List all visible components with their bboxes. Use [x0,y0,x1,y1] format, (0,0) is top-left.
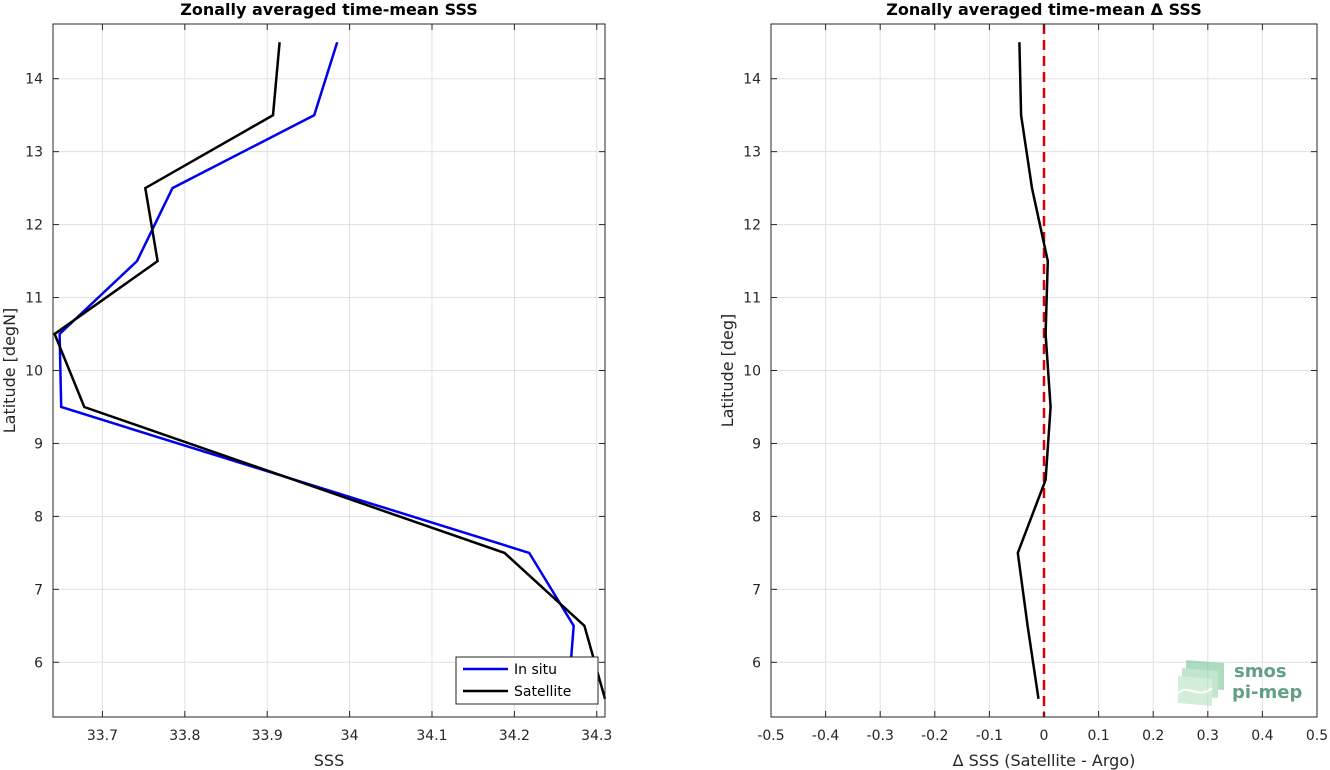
chart1-xtick-label-0: -0.5 [757,728,784,744]
chart0-xtick-label-0: 33.7 [87,728,118,744]
right-panel: -0.5 -0.4 -0.3 -0.2 -0.1 0 0.1 0.2 0.3 0.4 0.5 6 7 8 9… [718,0,1328,770]
legend: In situ Satellite [455,656,599,705]
smos-pi-mep-logo: smos pi-mep [1177,660,1302,706]
chart0-xtick-label-6: 34.3 [581,728,612,744]
logo-text-pi-mep: pi-mep [1232,682,1302,703]
chart1-xtick-label-8: 0.3 [1197,728,1219,744]
chart0-xtick-label-2: 33.9 [252,728,283,744]
chart1-xtick-label-3: -0.2 [921,728,948,744]
chart1-xtick-label-9: 0.4 [1251,728,1273,744]
chart1-series-line-delta-sss [1016,42,1052,699]
chart0-xtick-label-1: 33.8 [169,728,200,744]
chart0-ytick-label-4: 10 [25,364,43,380]
logo-text-smos: smos [1234,661,1287,682]
chart0-ytick-label-3: 9 [34,436,43,452]
chart1-ytick-label-7: 13 [743,145,761,161]
chart1-xtick-label-4: -0.1 [976,728,1003,744]
chart0-xtick-label-3: 34 [341,728,359,744]
chart1-xtick-label-7: 0.2 [1142,728,1164,744]
chart0-xlabel: SSS [314,751,344,770]
chart1-xtick-label-1: -0.4 [812,728,839,744]
chart0-ytick-label-2: 8 [34,509,43,525]
chart0-ylabel: Latitude [degN] [0,308,19,434]
chart0-title: Zonally averaged time-mean SSS [180,0,478,19]
chart1-xtick-label-6: 0.1 [1087,728,1109,744]
chart1-xtick-label-5: 0 [1040,728,1049,744]
chart0-ytick-label-8: 14 [25,72,43,88]
left-panel: 33.7 33.8 33.9 34 34.1 34.2 34.3 6 7 8 9 10 11 12 13 14… [0,0,612,770]
chart1-xtick-label-2: -0.3 [867,728,894,744]
chart0-ytick-label-6: 12 [25,218,43,234]
chart0-series-line-satellite [53,42,607,700]
chart0-xtick-label-4: 34.1 [416,728,447,744]
chart0-ytick-label-0: 6 [34,655,43,671]
chart1-ytick-label-1: 7 [752,582,761,598]
chart1-title: Zonally averaged time-mean Δ SSS [886,0,1202,19]
chart1-ytick-label-5: 11 [743,291,761,307]
chart1-ytick-label-0: 6 [752,655,761,671]
chart1-ytick-label-6: 12 [743,218,761,234]
legend-box [455,656,599,705]
chart1-xtick-label-10: 0.5 [1306,728,1328,744]
logo-emblem-icon [1177,660,1224,706]
chart0-ytick-label-5: 11 [25,291,43,307]
chart1-ytick-label-2: 8 [752,509,761,525]
chart1-ytick-label-4: 10 [743,364,761,380]
chart1-xlabel: Δ SSS (Satellite - Argo) [953,751,1136,770]
chart0-ytick-label-1: 7 [34,582,43,598]
legend-label-satellite: Satellite [514,684,571,700]
chart0-xtick-label-5: 34.2 [499,728,530,744]
chart0-ytick-label-7: 13 [25,145,43,161]
legend-label-in-situ: In situ [514,662,557,678]
chart1-ytick-label-3: 9 [752,436,761,452]
chart1-ylabel: Latitude [deg] [718,314,737,428]
chart1-ytick-label-8: 14 [743,72,761,88]
